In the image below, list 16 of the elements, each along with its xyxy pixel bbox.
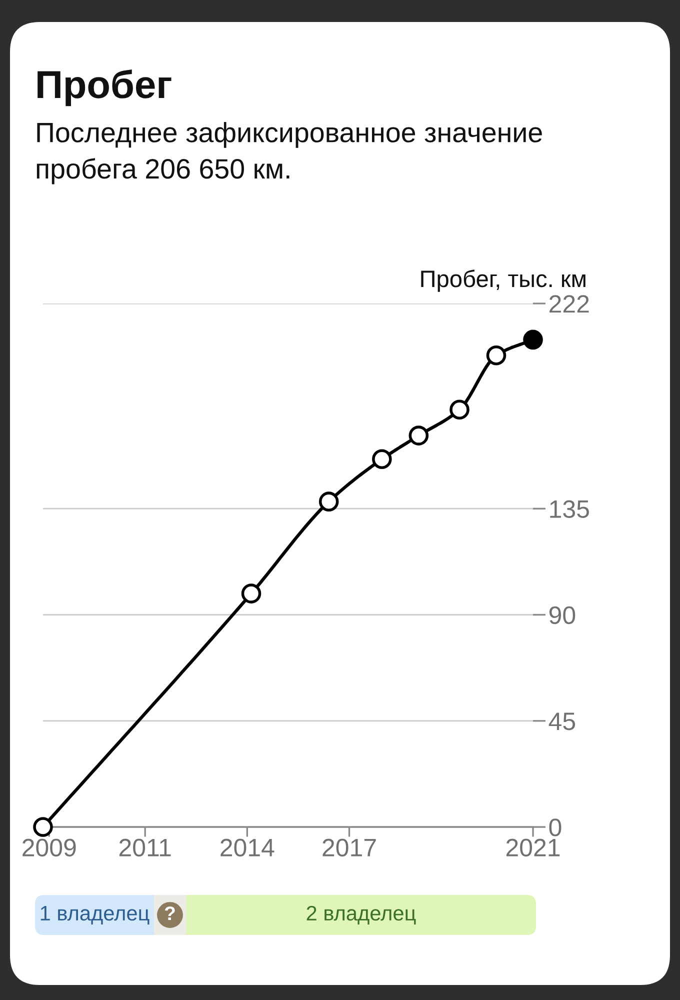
x-tick-label: 2021 [506,838,560,856]
y-axis-title: Пробег, тыс. км [421,270,586,292]
x-tick-label: 2009 [22,838,76,856]
x-tick-label: 2017 [322,838,376,856]
x-tick-label: 2014 [220,838,274,856]
x-tick-label: 2011 [119,838,171,856]
chart-subtitle: Последнее зафиксированное значение пробега 206 650 км. [36,122,542,184]
chart-title: Пробег [38,69,172,106]
y-tick-label: 90 [549,606,576,624]
y-tick-label: 135 [550,500,589,518]
text: ? [164,906,175,920]
y-tick-label: 222 [550,295,589,313]
y-tick-label: 0 [549,818,562,836]
text: 2 владелец [306,906,416,925]
y-tick-label: 45 [548,712,576,730]
text: 1 владелец [40,906,150,925]
